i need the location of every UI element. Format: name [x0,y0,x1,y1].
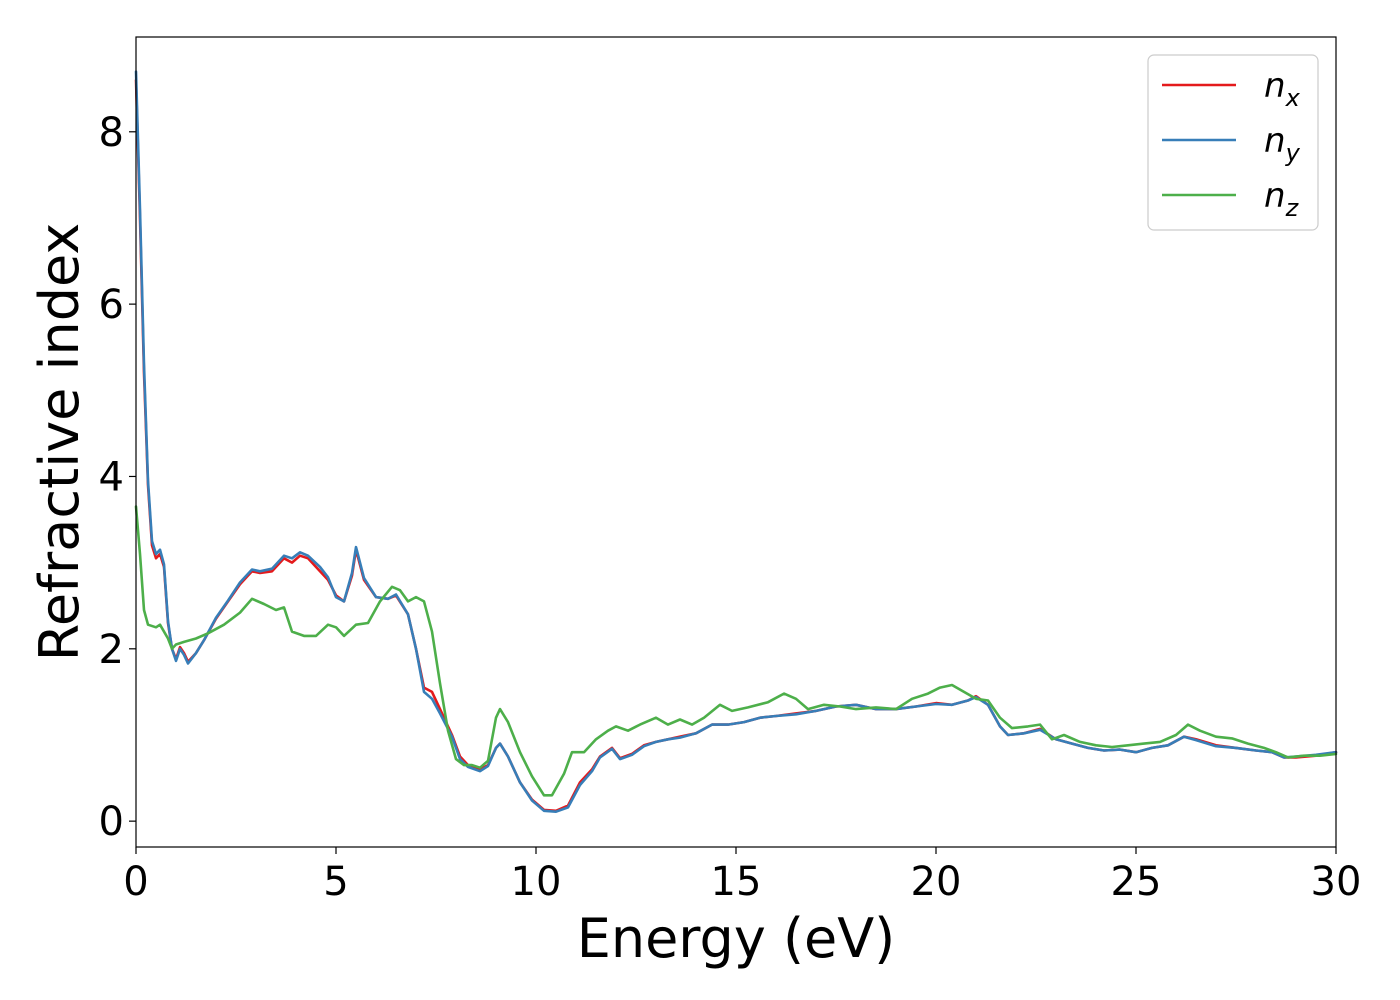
legend-label-x: nx [1264,66,1301,112]
x-tick-label: 10 [511,859,562,905]
y-tick-label: 4 [99,454,124,500]
x-tick-label: 25 [1111,859,1162,905]
y-axis-label: Refractive index [28,223,91,662]
legend-label-z: nz [1264,176,1300,222]
x-tick-label: 5 [323,859,348,905]
legend-label-y: ny [1264,121,1301,167]
y-tick-label: 6 [99,282,124,328]
y-tick-label: 0 [99,799,124,845]
y-axis-ticks: 0 2 4 6 8 [99,110,136,845]
x-axis-label: Energy (eV) [577,907,896,970]
x-tick-label: 30 [1311,859,1362,905]
x-tick-label: 0 [123,859,148,905]
legend-box [1147,54,1319,231]
series-line-z [134,505,1338,797]
y-tick-label: 8 [99,110,124,156]
x-axis-ticks: 0 5 10 15 20 25 30 [123,847,1361,905]
x-tick-label: 20 [911,859,962,905]
series-layer [134,70,1338,813]
legend: nx ny nz [1147,54,1319,231]
x-tick-label: 15 [711,859,762,905]
y-tick-label: 2 [99,627,124,673]
